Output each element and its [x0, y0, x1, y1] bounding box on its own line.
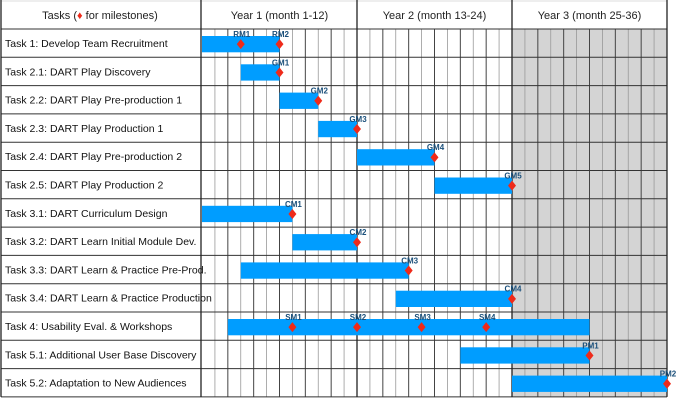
task-bar — [512, 375, 667, 392]
milestone-diamond-icon — [314, 95, 323, 106]
task-label: Task 5.2: Adaptation to New Audiences — [5, 378, 187, 390]
task-label: Task 2.5: DART Play Production 2 — [5, 180, 164, 192]
milestone-legend-icon: ♦ — [77, 10, 83, 22]
task-bar — [395, 290, 512, 307]
milestone-diamond-icon — [508, 293, 516, 304]
task-bar — [318, 120, 357, 138]
milestone-label: CM3 — [401, 256, 418, 265]
milestone-diamond-icon — [585, 350, 594, 361]
milestone-diamond-icon — [353, 322, 361, 333]
milestone-label: SM2 — [350, 313, 367, 322]
task-bar — [227, 319, 590, 336]
milestone-label: CM2 — [350, 228, 367, 237]
milestone-label: SM1 — [285, 313, 302, 322]
milestone-diamond-icon — [417, 322, 426, 333]
milestone-diamond-icon — [353, 237, 361, 248]
milestone-label: RM1 — [233, 30, 250, 39]
milestone-diamond-icon — [430, 152, 439, 163]
task-bar — [240, 64, 280, 81]
task-bar — [357, 149, 435, 166]
milestone-diamond-icon — [663, 378, 671, 389]
task-label: Task 2.2: DART Play Pre-production 1 — [5, 95, 182, 107]
milestone-diamond-icon — [288, 208, 297, 219]
task-bar — [240, 262, 409, 279]
task-label: Task 2.1: DART Play Discovery — [5, 66, 151, 78]
milestone-label: PM2 — [660, 370, 677, 379]
year-header-1: Year 1 (month 1-12) — [231, 10, 328, 22]
task-label: Task 3.4: DART Learn & Practice Producti… — [5, 293, 212, 305]
year-header-3: Year 3 (month 25-36) — [538, 10, 642, 22]
task-label: Task 1: Develop Team Recruitment — [5, 38, 168, 50]
milestone-label: SM4 — [479, 313, 496, 322]
task-bar — [460, 347, 590, 364]
milestone-diamond-icon — [508, 180, 516, 191]
milestone-diamond-icon — [482, 322, 491, 333]
milestone-label: GM4 — [427, 143, 445, 152]
task-bar — [434, 177, 512, 194]
milestone-diamond-icon — [236, 39, 245, 50]
milestone-label: SM3 — [414, 313, 431, 322]
task-label: Task 3.3: DART Learn & Practice Pre-Prod… — [5, 264, 207, 276]
milestone-label: PM1 — [582, 341, 599, 350]
task-bar — [292, 234, 357, 251]
milestone-diamond-icon — [353, 124, 361, 135]
task-label: Task 5.1: Additional User Base Discovery — [5, 349, 197, 361]
milestone-label: CM4 — [505, 285, 522, 294]
task-label: Task 4: Usability Eval. & Workshops — [5, 321, 172, 333]
milestone-label: GM3 — [349, 115, 367, 124]
task-bar — [202, 205, 293, 223]
task-label: Task 3.2: DART Learn Initial Module Dev. — [5, 236, 196, 248]
task-label: Task 2.4: DART Play Pre-production 2 — [5, 151, 182, 163]
milestone-label: GM2 — [311, 87, 329, 96]
milestone-label: GM5 — [504, 172, 522, 181]
task-bar — [279, 92, 319, 109]
milestone-label: CM1 — [285, 200, 302, 209]
milestone-diamond-icon — [275, 39, 284, 50]
tasks-header: Tasks (♦ for milestones) — [42, 10, 158, 22]
milestone-diamond-icon — [288, 322, 297, 333]
year-header-2: Year 2 (month 13-24) — [383, 10, 487, 22]
milestone-diamond-icon — [404, 265, 413, 276]
task-label: Task 3.1: DART Curriculum Design — [5, 208, 168, 220]
milestone-label: RM2 — [272, 30, 289, 39]
milestone-diamond-icon — [275, 67, 284, 78]
milestone-label: GM1 — [272, 58, 290, 67]
task-label: Task 2.3: DART Play Production 1 — [5, 123, 164, 135]
